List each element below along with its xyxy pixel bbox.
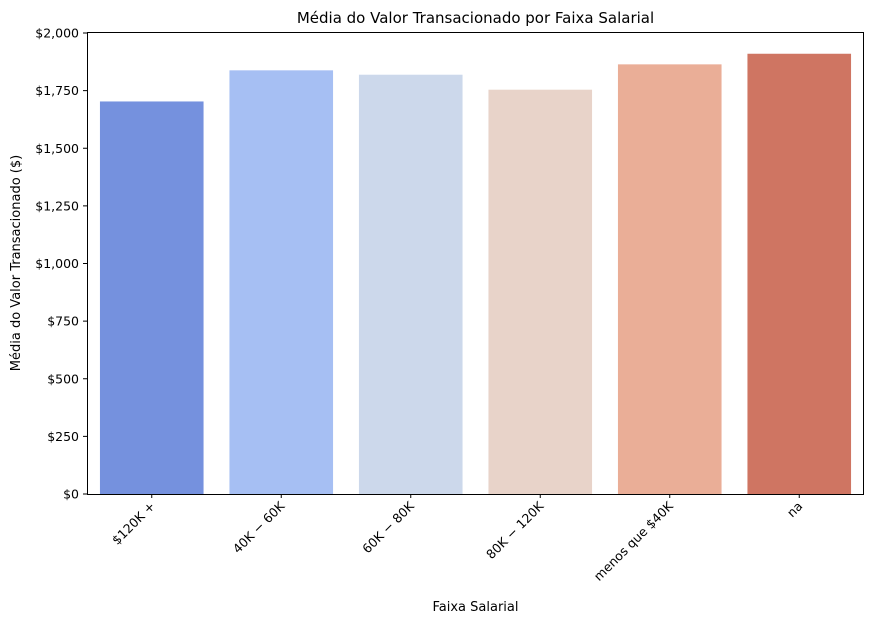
y-tick-label: $500: [47, 371, 79, 386]
bar: [617, 64, 722, 494]
y-tick-label: $750: [47, 314, 79, 329]
plot-frame: [87, 32, 864, 495]
y-axis-label: Média do Valor Transacionado ($): [9, 155, 24, 371]
y-tick-label: $1,750: [35, 83, 79, 98]
y-axis-ticks: $0 $250 $500 $750 $1,000 $1,250 $1,500 $1,750 $2…: [35, 26, 87, 502]
bars-group: [99, 53, 852, 495]
x-tick-label: 60K − 80K: [359, 498, 417, 556]
bar: [358, 74, 463, 494]
y-tick-label: $1,500: [35, 141, 79, 156]
chart-title: Média do Valor Transacionado por Faixa S…: [297, 9, 654, 27]
bar: [229, 70, 334, 494]
x-tick-label: 80K − 120K: [483, 498, 547, 562]
y-tick-label: $0: [63, 487, 79, 502]
y-tick-label: $1,000: [35, 256, 79, 271]
bar: [99, 101, 204, 495]
x-tick-label: 40K − 60K: [230, 498, 288, 556]
bar: [747, 53, 852, 494]
x-tick-label: $120K +: [109, 499, 158, 548]
y-tick-label: $250: [47, 429, 79, 444]
x-tick-label: na: [784, 499, 806, 521]
x-tick-label: menos que $40K: [591, 498, 677, 584]
y-tick-label: $1,250: [35, 198, 79, 213]
x-axis-ticks: $120K + 40K − 60K 60K − 80K 80K − 120K menos…: [109, 494, 806, 584]
x-axis-label: Faixa Salarial: [433, 600, 519, 615]
bar: [488, 89, 593, 494]
y-tick-label: $2,000: [35, 26, 79, 41]
